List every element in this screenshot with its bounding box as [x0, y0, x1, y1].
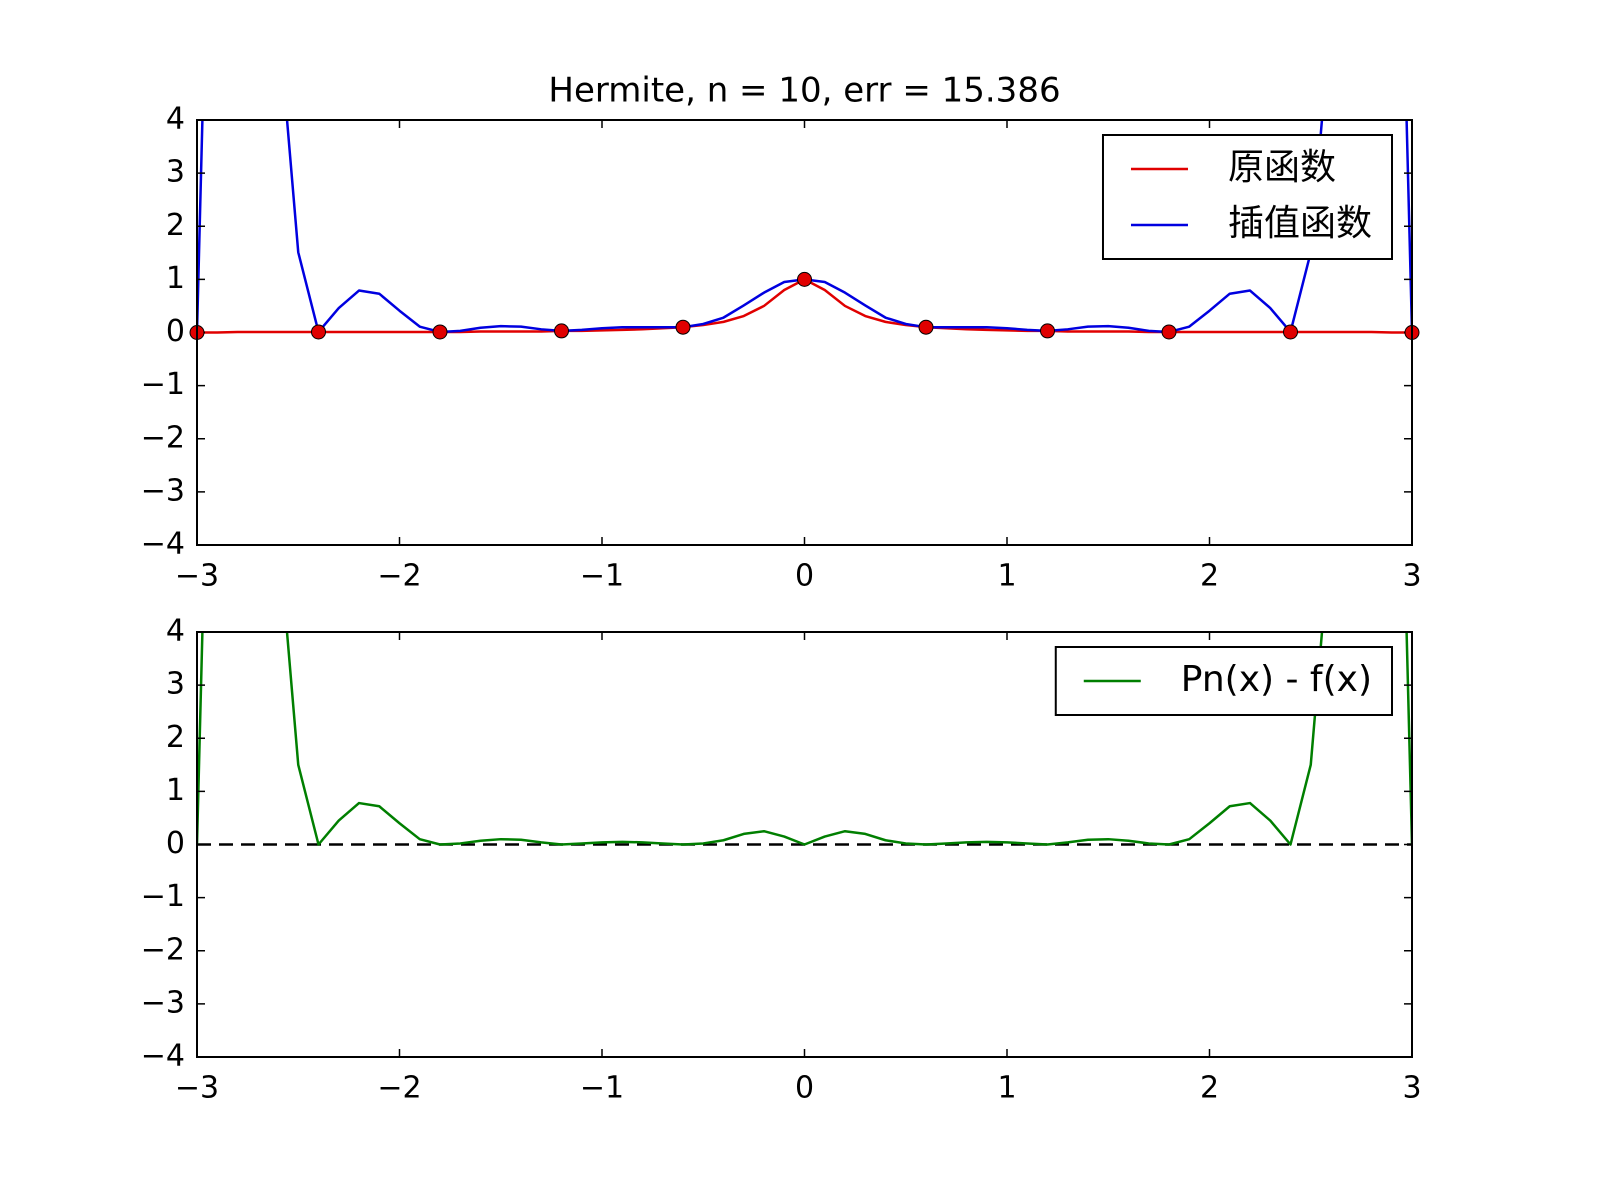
x-tick-label: 0 — [795, 559, 814, 594]
node-point — [1283, 324, 1298, 340]
y-tick-label: 4 — [166, 614, 185, 649]
node-point — [311, 324, 326, 340]
legend: Pn(x) - f(x) — [1054, 646, 1393, 716]
y-tick-label: −4 — [141, 1039, 185, 1074]
y-tick-label: −4 — [141, 527, 185, 562]
y-tick-label: −1 — [141, 367, 185, 402]
x-tick-label: −3 — [175, 559, 219, 594]
node-point — [918, 319, 934, 335]
y-tick-label: 2 — [166, 720, 185, 755]
axes-frame — [196, 631, 1413, 1058]
legend-label: 插值函数 — [1228, 203, 1372, 244]
x-tick-label: −2 — [377, 559, 421, 594]
x-tick-label: −1 — [580, 1071, 624, 1106]
node-point — [675, 319, 691, 335]
y-tick-label: 0 — [166, 826, 185, 861]
axes-frame — [196, 119, 1413, 546]
x-tick-label: 3 — [1402, 1071, 1421, 1106]
node-point — [1040, 323, 1055, 339]
x-tick-label: 1 — [997, 559, 1016, 594]
y-tick-label: 4 — [166, 102, 185, 137]
plot-area — [197, 632, 1412, 846]
legend-label: Pn(x) - f(x) — [1181, 659, 1372, 700]
y-tick-label: 3 — [166, 155, 185, 190]
y-tick-label: 1 — [166, 773, 185, 808]
y-tick-label: 0 — [166, 314, 185, 349]
legend-label: 原函数 — [1228, 147, 1336, 188]
node-point — [1161, 324, 1177, 340]
x-tick-label: 3 — [1402, 559, 1421, 594]
legend-box — [1101, 134, 1393, 260]
y-tick-label: −3 — [141, 473, 185, 508]
y-tick-label: −2 — [141, 932, 185, 967]
x-tick-label: 2 — [1200, 1071, 1219, 1106]
y-tick-label: 3 — [166, 667, 185, 702]
node-point — [554, 323, 569, 339]
x-tick-label: −2 — [377, 1071, 421, 1106]
line — [197, 632, 1412, 846]
y-tick-label: −3 — [141, 985, 185, 1020]
y-tick-label: 1 — [166, 261, 185, 296]
x-tick-label: −3 — [175, 1071, 219, 1106]
x-tick-label: 2 — [1200, 559, 1219, 594]
node-point — [797, 271, 812, 287]
y-tick-label: −2 — [141, 420, 185, 455]
y-tick-label: 2 — [166, 208, 185, 243]
chart-title: Hermite, n = 10, err = 15.386 — [548, 71, 1060, 111]
x-tick-label: −1 — [580, 559, 624, 594]
y-tick-label: −1 — [141, 879, 185, 914]
x-tick-label: 1 — [997, 1071, 1016, 1106]
node-point — [432, 324, 448, 340]
x-tick-label: 0 — [795, 1071, 814, 1106]
